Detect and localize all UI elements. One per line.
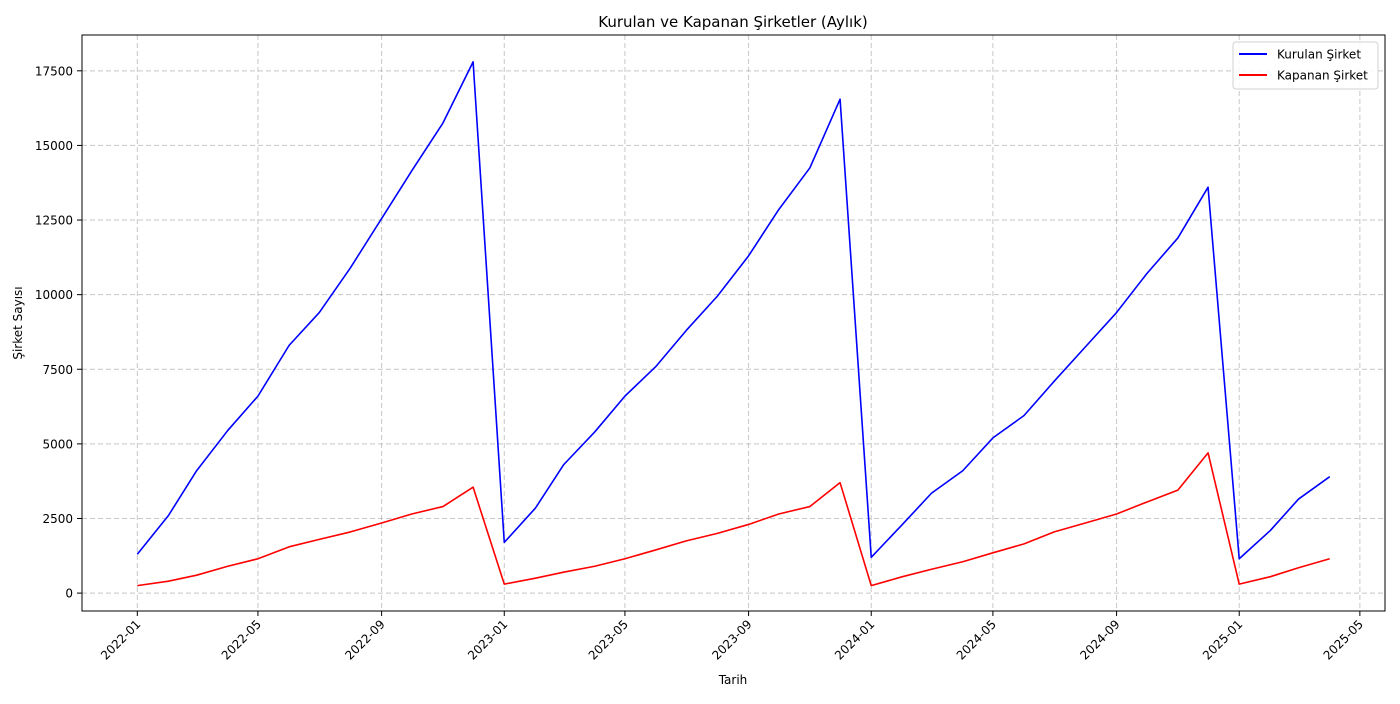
y-tick-label: 0 <box>65 587 73 601</box>
plot-area-frame <box>81 34 1386 612</box>
y-tick-label: 7500 <box>42 363 73 377</box>
y-axis: 0 2500 5000 7500 10000 12500 15000 17500 <box>35 64 82 601</box>
series-lines <box>136 61 1331 587</box>
legend: Kurulan Şirket Kapanan Şirket <box>1232 41 1379 90</box>
legend-label: Kurulan Şirket <box>1277 48 1361 62</box>
y-tick-label: 2500 <box>42 512 73 526</box>
y-tick-label: 12500 <box>35 214 73 228</box>
series-line-kurulan <box>136 61 1331 560</box>
legend-box <box>1232 41 1379 90</box>
chart-title: Kurulan ve Kapanan Şirketler (Aylık) <box>598 13 868 31</box>
y-tick-label: 15000 <box>35 139 73 153</box>
y-tick-label: 5000 <box>42 437 73 451</box>
y-tick-label: 10000 <box>35 288 73 302</box>
series-line-kapanan <box>137 452 1330 587</box>
y-axis-label: Şirket Sayısı <box>11 286 25 359</box>
grid-lines <box>82 35 1385 611</box>
x-axis-label: Tarih <box>718 673 748 687</box>
legend-label: Kapanan Şirket <box>1277 69 1368 83</box>
y-tick-label: 17500 <box>35 64 73 78</box>
